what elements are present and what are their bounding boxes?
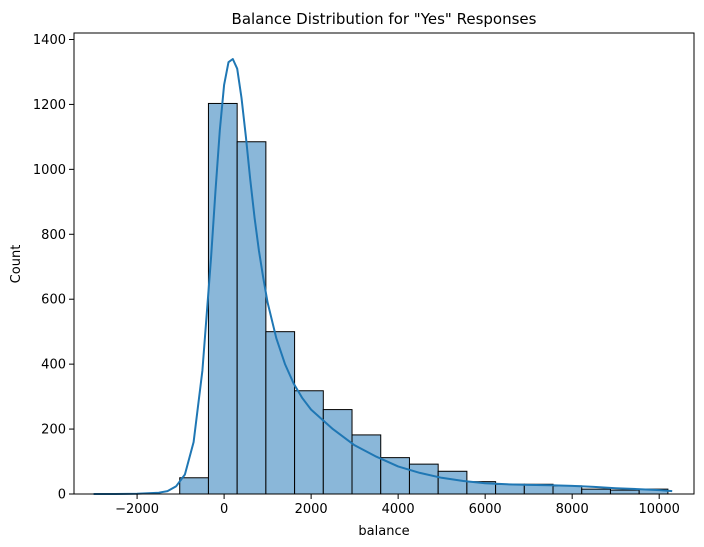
x-tick-label: 2000 bbox=[295, 502, 328, 517]
x-axis-ticks: −2000 0 2000 4000 6000 8000 10000 bbox=[115, 494, 680, 517]
histogram-bar bbox=[265, 331, 296, 495]
x-tick-label: 8000 bbox=[556, 502, 589, 517]
chart-title: Balance Distribution for "Yes" Responses bbox=[232, 10, 537, 28]
y-tick-label: 0 bbox=[58, 488, 66, 503]
y-tick-label: 1200 bbox=[33, 98, 66, 113]
x-tick-label: −2000 bbox=[115, 502, 159, 517]
x-tick-label: 0 bbox=[220, 502, 228, 517]
histogram-bar bbox=[380, 457, 410, 495]
bars-group bbox=[179, 102, 669, 495]
histogram-bar bbox=[437, 470, 468, 495]
y-tick-label: 400 bbox=[41, 358, 66, 373]
x-axis-label: balance bbox=[358, 524, 409, 539]
y-tick-label: 200 bbox=[41, 423, 66, 438]
histogram-bar bbox=[581, 488, 611, 495]
histogram-bar bbox=[495, 483, 525, 495]
y-tick-label: 600 bbox=[41, 293, 66, 308]
y-tick-label: 1400 bbox=[33, 33, 66, 48]
x-tick-label: 4000 bbox=[382, 502, 415, 517]
histogram-bar bbox=[322, 409, 353, 495]
y-axis-ticks: 0 200 400 600 800 1000 1200 1400 bbox=[33, 33, 74, 503]
y-tick-label: 800 bbox=[41, 228, 66, 243]
histogram-bar bbox=[236, 141, 267, 495]
histogram-bar bbox=[351, 434, 382, 495]
kde-group bbox=[93, 58, 673, 495]
histogram-bar bbox=[207, 102, 238, 495]
histogram-bar bbox=[179, 477, 209, 495]
kde-line bbox=[93, 58, 673, 495]
x-tick-label: 6000 bbox=[469, 502, 502, 517]
x-tick-label: 10000 bbox=[639, 502, 680, 517]
histogram-bar bbox=[408, 463, 439, 495]
y-tick-label: 1000 bbox=[33, 163, 66, 178]
y-axis-label: Count bbox=[9, 245, 24, 284]
histogram-bar bbox=[609, 489, 640, 495]
plot-frame bbox=[73, 32, 695, 495]
